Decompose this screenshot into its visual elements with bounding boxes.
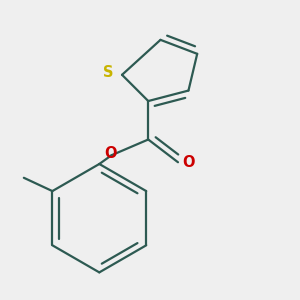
Text: O: O [182, 155, 195, 170]
Text: O: O [104, 146, 117, 161]
Text: S: S [103, 64, 114, 80]
